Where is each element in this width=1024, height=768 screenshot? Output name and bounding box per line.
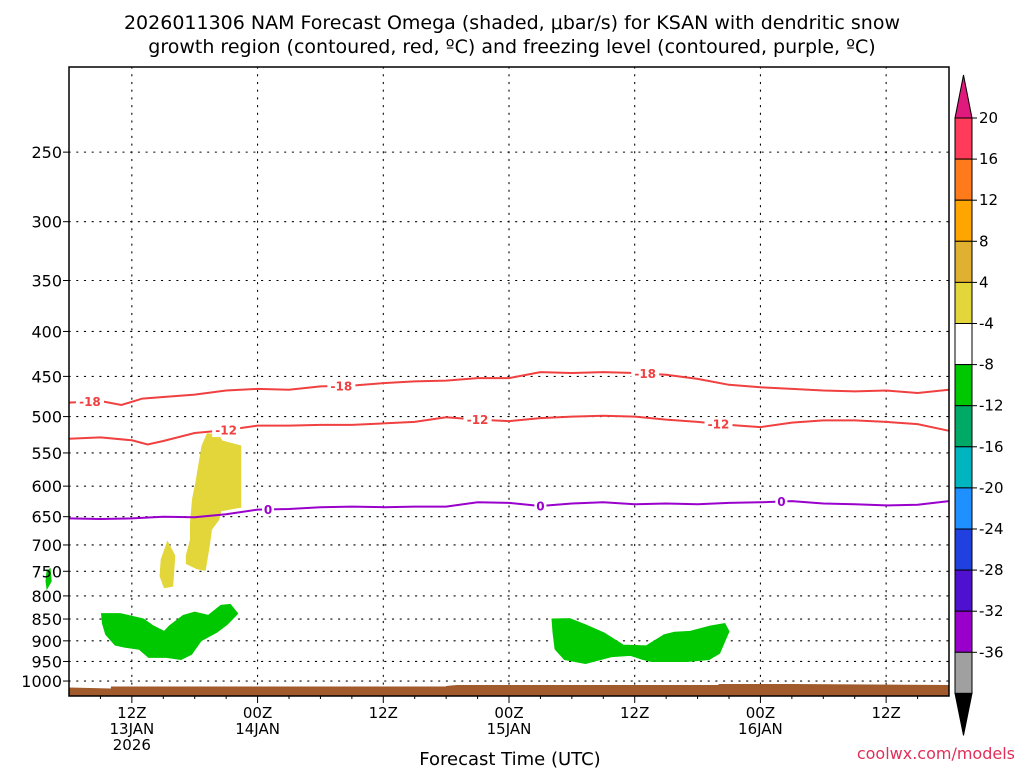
x-tick-label: 00Z: [243, 704, 272, 722]
colorbar-label: -28: [979, 561, 1004, 579]
colorbar-swatch: [954, 158, 973, 201]
omega-positive-region: [185, 433, 242, 571]
contour-line: [68, 371, 950, 407]
y-tick-label: 700: [31, 536, 62, 555]
y-tick-label: 900: [31, 632, 62, 651]
colorbar-label: 4: [979, 273, 989, 291]
y-tick-label: 850: [31, 610, 62, 629]
contour-label-bg: [534, 498, 547, 513]
colorbar-label: 16: [979, 150, 998, 168]
y-tick-label: 350: [31, 272, 62, 291]
y-tick-label: 450: [31, 367, 62, 386]
y-tick-label: 800: [31, 587, 62, 606]
x-tick-label: 12Z: [117, 704, 146, 722]
x-tick-label: 12Z: [369, 704, 398, 722]
contour-label-bg: [262, 502, 275, 517]
y-tick-label: 750: [31, 562, 62, 581]
temperature-contours: -18 -18 -18 -12 -12 -12 0 0 0: [68, 366, 950, 521]
colorbar-under-triangle: [954, 692, 973, 736]
y-tick-label: 1000: [21, 672, 62, 691]
contour-label: 0: [536, 499, 544, 513]
contour-label: -18: [79, 395, 101, 409]
colorbar-swatch: [954, 117, 973, 160]
contour-label-bg: [775, 494, 788, 509]
y-tick-label: 550: [31, 444, 62, 463]
colorbar-swatch: [954, 364, 973, 407]
chart-title-line2: growth region (contoured, red, ºC) and f…: [148, 36, 875, 58]
colorbar-label: 20: [979, 109, 998, 127]
colorbar-label: -4: [979, 315, 994, 333]
y-tick-label: 250: [31, 143, 62, 162]
colorbar-over-triangle: [954, 74, 973, 119]
contour-label: -18: [331, 379, 353, 393]
colorbar-swatch: [954, 610, 973, 653]
contour-label: -18: [634, 367, 656, 381]
colorbar-label: -12: [979, 397, 1004, 415]
dotted-grid: [68, 66, 950, 697]
surface-terrain: [69, 683, 949, 696]
contour-label-bg: [212, 423, 241, 438]
colorbar-swatch: [954, 281, 973, 324]
x-tick-label: 12Z: [620, 704, 649, 722]
colorbar-label: -36: [979, 643, 1004, 661]
contour-label-bg: [75, 394, 104, 409]
x-tick-label: 00Z: [494, 704, 523, 722]
colorbar-swatch: [954, 405, 973, 448]
contour-label-bg: [704, 416, 733, 431]
contour-label: -12: [215, 424, 237, 438]
pressure-axis: 250 300 350 400 450 500 550 600 650 700 750 800 850 9…: [21, 143, 69, 691]
x-tick-label: 12Z: [871, 704, 900, 722]
site-credit[interactable]: coolwx.com/models: [857, 744, 1015, 763]
omega-shading: [45, 433, 730, 665]
x-tick-label: 00Z: [746, 704, 775, 722]
omega-negative-region: [551, 618, 730, 665]
colorbar-swatch: [954, 569, 973, 612]
x-tick-label: 16JAN: [738, 720, 783, 738]
y-tick-label: 600: [31, 477, 62, 496]
surface-fill: [69, 683, 949, 696]
x-tick-label: 15JAN: [487, 720, 532, 738]
colorbar-label: 8: [979, 232, 989, 250]
colorbar-label: -20: [979, 479, 1004, 497]
contour-label-bg: [463, 412, 492, 427]
y-tick-label: 400: [31, 322, 62, 341]
y-tick-label: 650: [31, 508, 62, 527]
colorbar-swatch: [954, 240, 973, 283]
contour-label: -12: [708, 417, 730, 431]
contour-label-bg: [631, 366, 660, 381]
x-tick-label: 14JAN: [235, 720, 280, 738]
y-tick-label: 500: [31, 408, 62, 427]
colorbar-swatch: [954, 446, 973, 489]
colorbar-label: -24: [979, 520, 1004, 538]
y-tick-label: 300: [31, 213, 62, 232]
colorbar-label: -32: [979, 602, 1004, 620]
colorbar-swatch: [954, 487, 973, 530]
x-tick-label: 13JAN: [109, 720, 154, 738]
colorbar-label: 12: [979, 191, 998, 209]
omega-positive-region: [159, 540, 176, 589]
x-tick-label: 2026: [113, 736, 151, 754]
contour-line: [68, 414, 950, 446]
contour-label: 0: [264, 503, 272, 517]
plot-frame: [68, 66, 950, 697]
colorbar-label: -16: [979, 438, 1004, 456]
colorbar-swatch: [954, 651, 973, 694]
omega-negative-region: [100, 603, 239, 661]
colorbar-swatch: [954, 528, 973, 571]
chart-title-line1: 2026011306 NAM Forecast Omega (shaded, μ…: [124, 12, 900, 34]
y-tick-label: 950: [31, 652, 62, 671]
colorbar-swatch: [954, 323, 973, 366]
x-axis-label: Forecast Time (UTC): [419, 749, 600, 768]
omega-negative-region: [45, 567, 52, 591]
contour-label: 0: [777, 495, 785, 509]
contour-label: -12: [467, 413, 489, 427]
colorbar-swatch: [954, 199, 973, 242]
colorbar-label: -8: [979, 356, 994, 374]
contour-line: [68, 500, 950, 521]
contour-label-bg: [327, 378, 356, 393]
omega-colorbar: 20 16 12 8 4 -4 -8 -12 -16 -20 -24 -28 -32 -36: [954, 74, 1004, 736]
